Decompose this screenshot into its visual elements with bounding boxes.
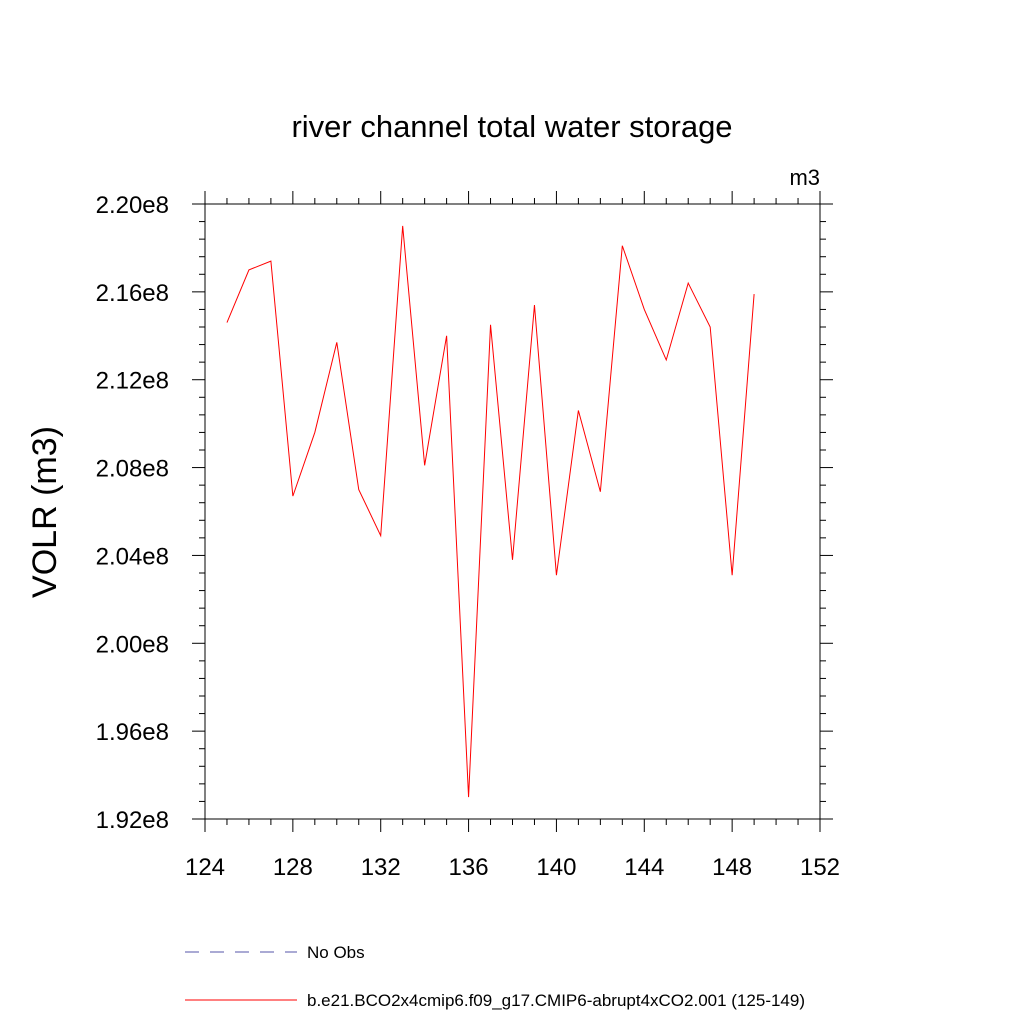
axis-ticks bbox=[192, 191, 833, 832]
legend: No Obs b.e21.BCO2x4cmip6.f09_g17.CMIP6-ab… bbox=[185, 943, 805, 1010]
y-tick-label: 2.20e8 bbox=[96, 192, 169, 219]
legend-label: No Obs bbox=[307, 943, 365, 962]
x-tick-label: 124 bbox=[185, 854, 225, 881]
legend-label: b.e21.BCO2x4cmip6.f09_g17.CMIP6-abrupt4x… bbox=[307, 991, 805, 1010]
series-line bbox=[226, 225, 755, 798]
x-tick-label: 132 bbox=[361, 854, 401, 881]
chart-title: river channel total water storage bbox=[291, 109, 732, 144]
y-tick-label: 1.92e8 bbox=[96, 807, 169, 834]
x-tick-label: 128 bbox=[273, 854, 313, 881]
y-tick-label: 1.96e8 bbox=[96, 719, 169, 746]
y-tick-label: 2.00e8 bbox=[96, 631, 169, 658]
x-tick-label: 152 bbox=[800, 854, 840, 881]
y-tick-label: 2.04e8 bbox=[96, 543, 169, 570]
y-tick-labels: 1.92e8 1.96e8 2.00e8 2.04e8 2.08e8 2.12e8 2.16… bbox=[96, 192, 169, 834]
y-tick-label: 2.16e8 bbox=[96, 280, 169, 307]
y-tick-label: 2.08e8 bbox=[96, 456, 169, 483]
plot-frame bbox=[204, 203, 821, 820]
units-label: m3 bbox=[789, 165, 820, 190]
y-axis-label: VOLR (m3) bbox=[26, 426, 64, 598]
x-tick-label: 136 bbox=[449, 854, 489, 881]
y-tick-label: 2.12e8 bbox=[96, 368, 169, 395]
x-tick-label: 144 bbox=[624, 854, 664, 881]
x-tick-labels: 124 128 132 136 140 144 148 152 bbox=[185, 854, 840, 881]
series-lines bbox=[226, 225, 755, 798]
x-tick-label: 148 bbox=[712, 854, 752, 881]
x-tick-label: 140 bbox=[536, 854, 576, 881]
